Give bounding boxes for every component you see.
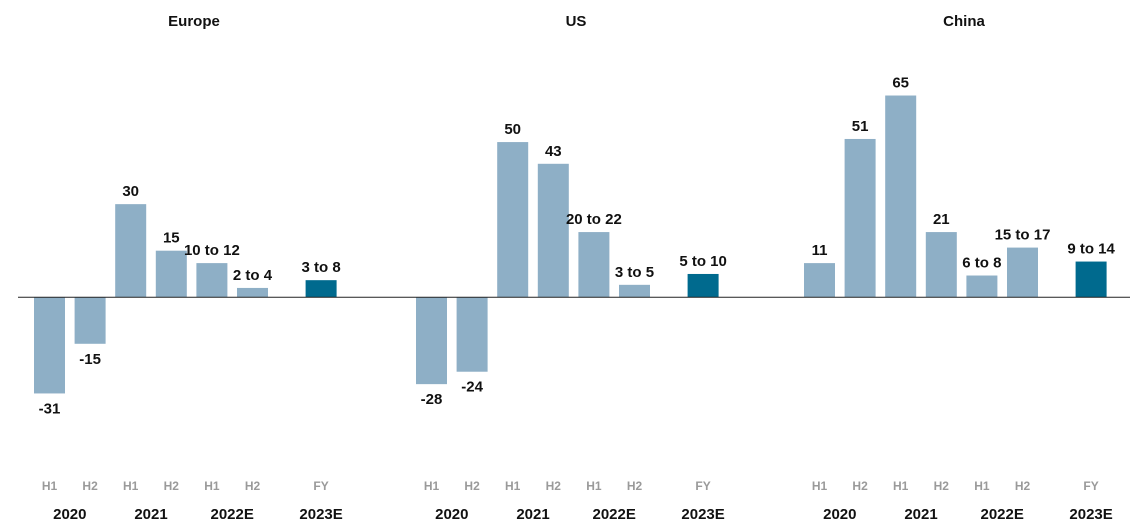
category-label: H2 [934,479,950,493]
category-label: H1 [974,479,990,493]
group-label: 2022E [593,506,636,523]
bar [497,142,529,298]
data-label: 3 to 8 [302,259,341,276]
bar [687,273,719,298]
category-label: FY [1083,479,1098,493]
data-label: -15 [79,351,101,368]
data-label: -28 [421,391,443,408]
bar [305,280,337,298]
data-label: 50 [504,121,521,138]
data-label: 10 to 12 [184,242,240,259]
category-label: H1 [586,479,602,493]
category-label: FY [695,479,710,493]
category-label: H1 [505,479,521,493]
bar [115,204,147,298]
group-label: 2022E [981,506,1024,523]
group-label: 2020 [435,506,468,523]
data-label: 15 [163,230,180,247]
bar [619,284,650,298]
bar [456,297,488,372]
panel-title: US [566,13,587,30]
bar [196,263,228,298]
category-label: H1 [123,479,139,493]
group-label: 2020 [823,506,856,523]
category-label: H2 [164,479,180,493]
data-label: -31 [39,400,61,417]
category-label: H2 [245,479,261,493]
group-label: 2023E [299,506,342,523]
category-label: H2 [1015,479,1031,493]
category-label: H1 [893,479,909,493]
panel-title: China [943,13,985,30]
data-label: 2 to 4 [233,267,273,284]
group-label: 2023E [1069,506,1112,523]
bar [804,263,835,298]
category-label: FY [313,479,328,493]
data-label: 15 to 17 [995,227,1051,244]
group-label: 2023E [681,506,724,523]
panel-title: Europe [168,13,220,30]
bar [966,275,998,298]
bar [537,163,569,298]
category-label: H1 [812,479,828,493]
bar [885,95,917,298]
bar [34,297,65,394]
bar [155,250,187,298]
group-label: 2021 [134,506,167,523]
category-label: H2 [546,479,562,493]
category-label: H2 [627,479,643,493]
bar [416,297,447,385]
bar [1075,261,1107,298]
data-label: 43 [545,143,562,160]
bar [237,287,268,298]
bar [1007,247,1038,298]
data-label: 6 to 8 [962,254,1001,271]
data-label: -24 [461,379,483,396]
category-label: H2 [82,479,98,493]
data-label: 5 to 10 [679,253,727,270]
category-label: H2 [464,479,480,493]
group-label: 2022E [211,506,254,523]
data-label: 65 [892,74,909,91]
data-label: 51 [852,118,869,135]
bar [74,297,106,344]
bar [925,232,957,298]
group-label: 2021 [516,506,549,523]
category-label: H1 [42,479,58,493]
data-label: 21 [933,211,950,228]
data-label: 9 to 14 [1067,241,1115,258]
data-label: 30 [122,183,139,200]
category-label: H1 [204,479,220,493]
group-label: 2021 [904,506,937,523]
data-label: 11 [812,242,828,259]
group-label: 2020 [53,506,86,523]
category-label: H2 [852,479,868,493]
bar [844,138,876,298]
bar [578,232,610,298]
data-label: 20 to 22 [566,211,622,228]
data-label: 3 to 5 [615,264,654,281]
category-label: H1 [424,479,440,493]
